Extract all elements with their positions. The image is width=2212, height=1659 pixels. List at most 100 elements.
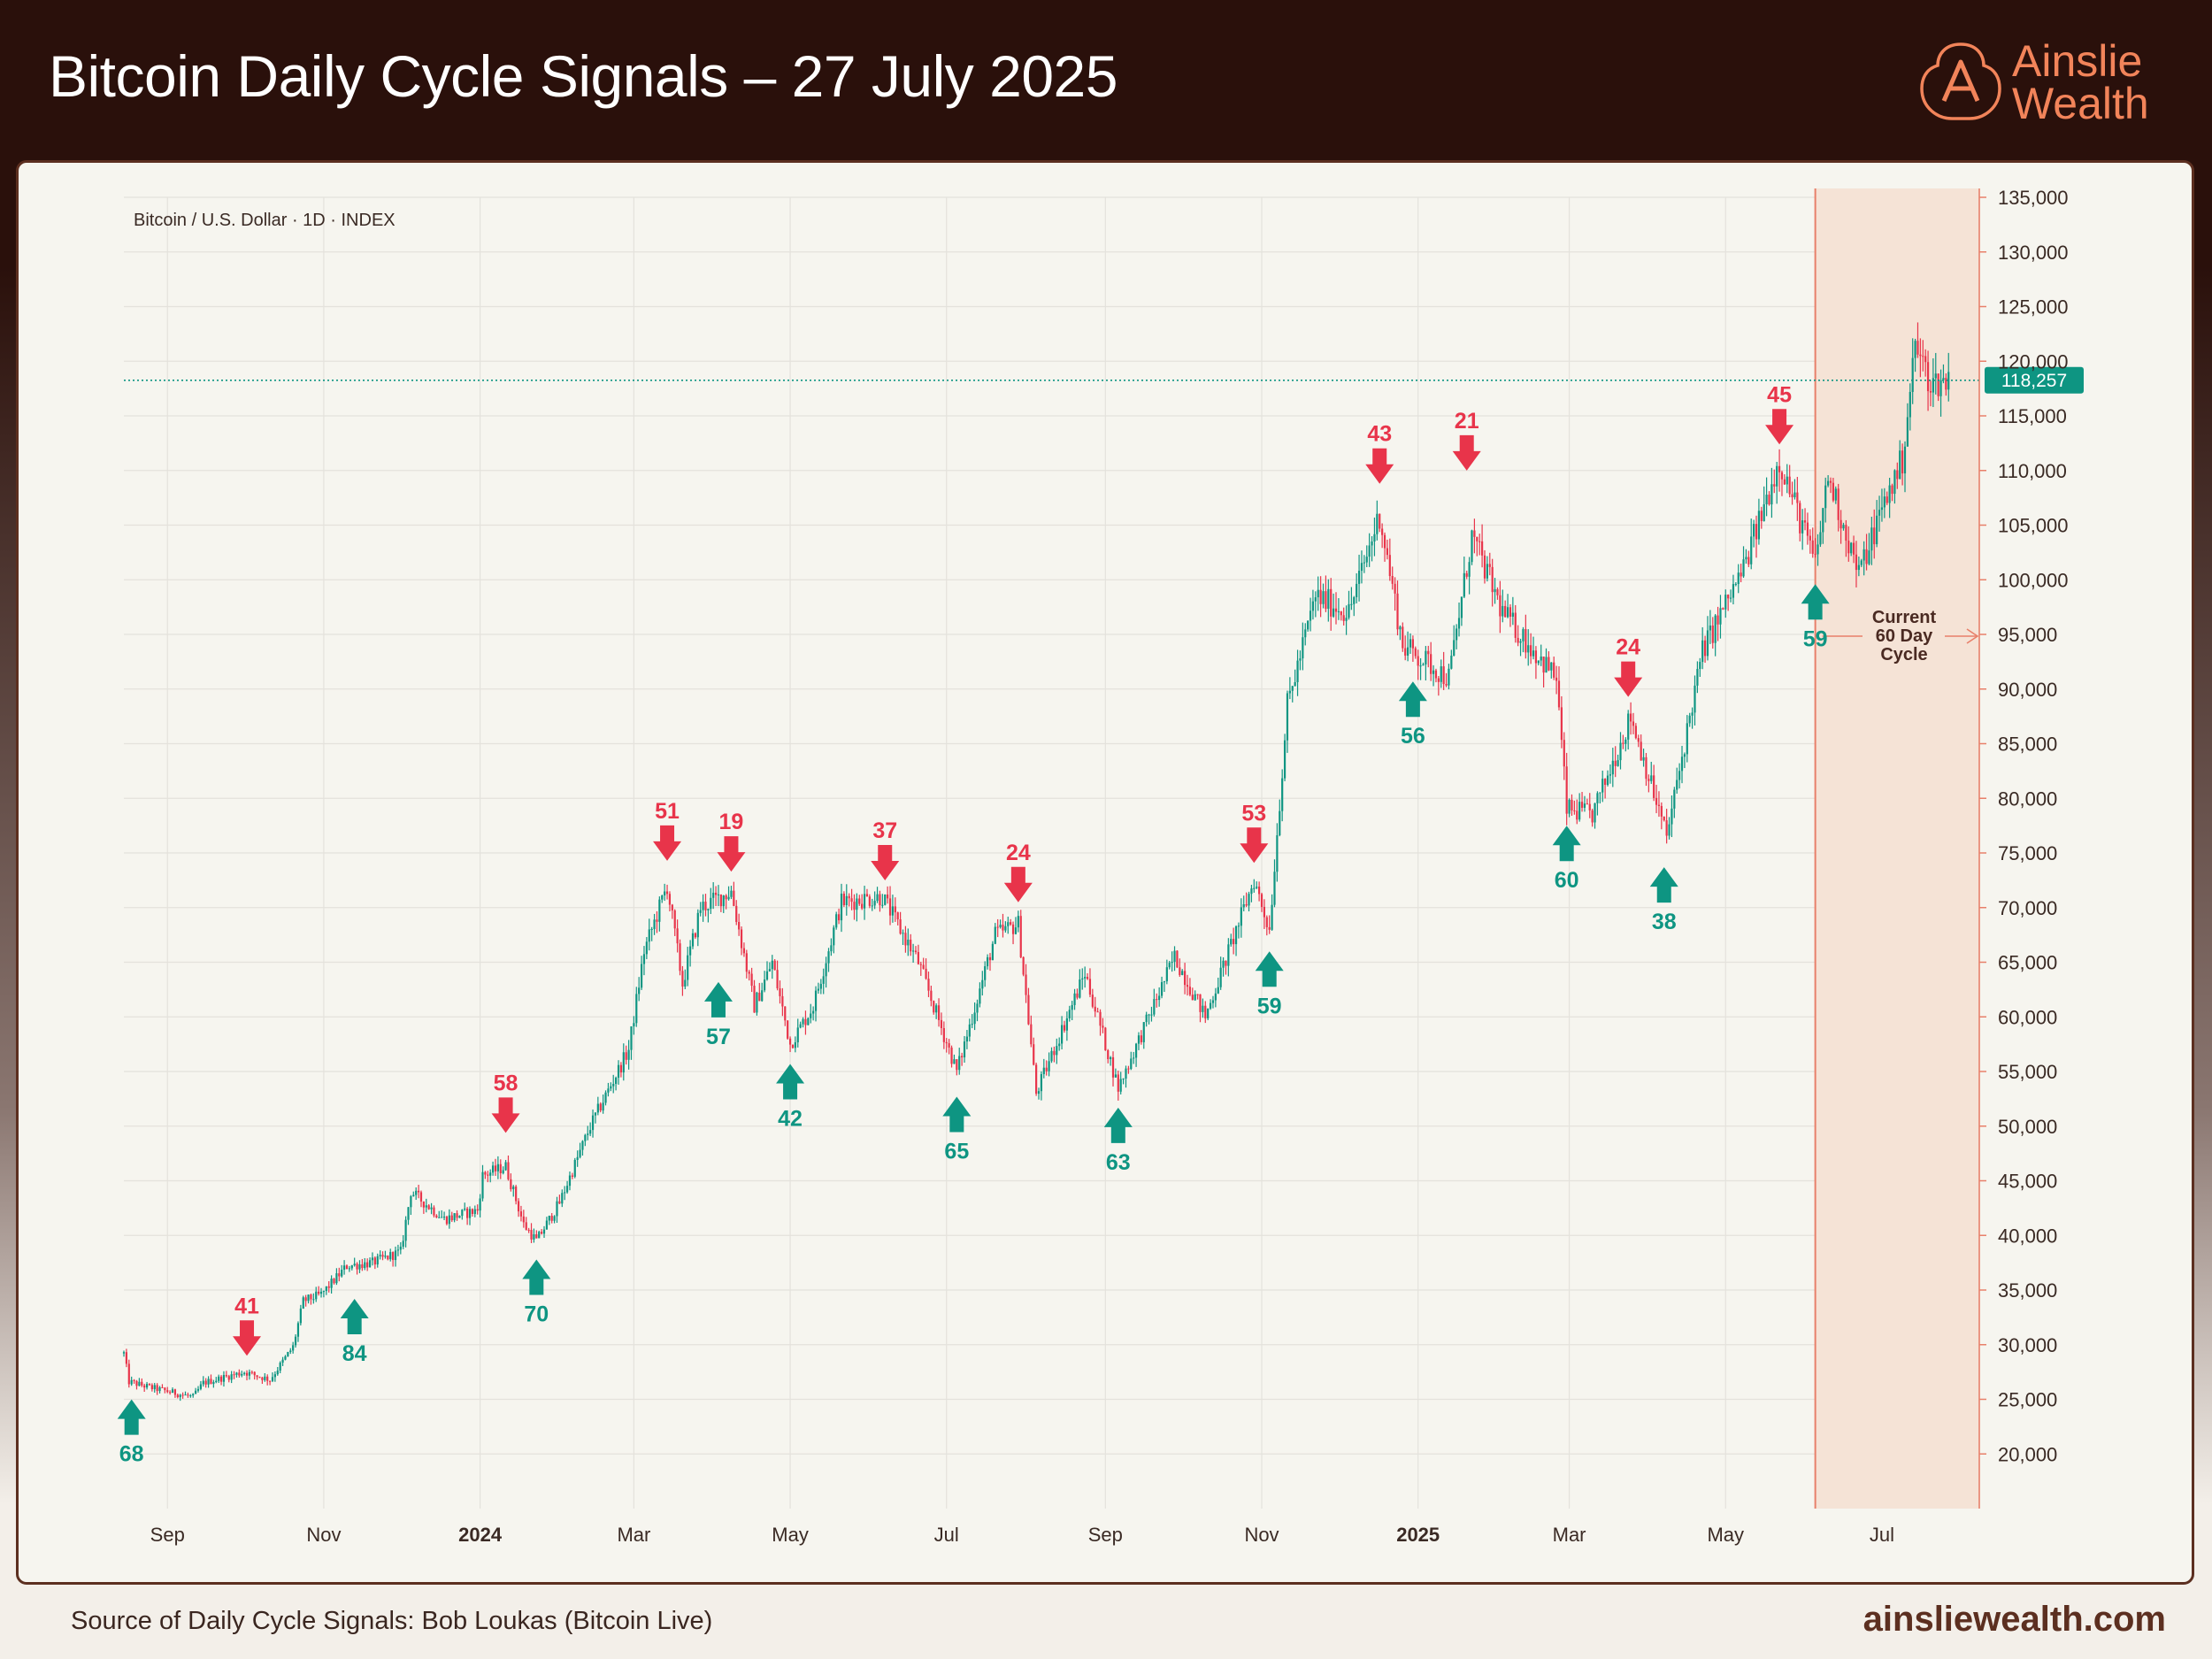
candle-body [496, 1164, 499, 1171]
candle-body [1268, 926, 1271, 930]
candle-body [612, 1083, 615, 1087]
candle-body [1165, 967, 1168, 982]
candle-body [1653, 775, 1655, 798]
candle-body [573, 1159, 576, 1177]
candle-body [1525, 629, 1527, 653]
up-arrow-icon [703, 981, 733, 1018]
candle-body [1010, 922, 1012, 925]
y-tick-label: 90,000 [1998, 679, 2057, 701]
candle-body [1068, 1010, 1071, 1018]
candle-body [1557, 680, 1561, 708]
candle-body [538, 1232, 541, 1239]
candle-body [1107, 1050, 1110, 1060]
brand-logo[interactable]: Ainslie Wealth [1918, 35, 2184, 128]
candle-body [148, 1384, 151, 1386]
up-arrow-icon [942, 1096, 972, 1133]
candle-body [399, 1246, 402, 1250]
cycle-low-signal: 42 [776, 1064, 805, 1131]
candle-body [1668, 824, 1671, 836]
candle-body [837, 914, 841, 921]
candle-body [535, 1234, 538, 1239]
candle-body [579, 1149, 581, 1157]
candle-body [1814, 553, 1816, 555]
candle-body [1839, 519, 1842, 529]
candle-body [710, 897, 712, 910]
candle-body [733, 890, 735, 906]
down-arrow-icon [1240, 827, 1269, 864]
candle-body [1333, 608, 1335, 617]
x-tick-label: Nov [306, 1524, 341, 1546]
candle-body [619, 1064, 623, 1073]
down-arrow-icon [1765, 409, 1794, 445]
candle-body [1873, 527, 1876, 545]
candle-body [1816, 544, 1819, 555]
signal-low-label: 56 [1401, 724, 1425, 749]
candle-body [489, 1172, 492, 1176]
candle-body [1934, 373, 1937, 379]
candle-body [466, 1208, 469, 1218]
candle-body [888, 898, 892, 916]
candle-body [1573, 810, 1576, 811]
candle-body [1176, 950, 1179, 968]
down-arrow-icon [1452, 434, 1481, 471]
candle-body [561, 1193, 564, 1204]
candle-body [1717, 615, 1719, 625]
down-arrow-icon [491, 1097, 520, 1133]
y-tick-label: 20,000 [1998, 1443, 2057, 1465]
candle-body [1829, 480, 1832, 483]
candle-body [1440, 666, 1442, 682]
candle-body [1753, 524, 1755, 537]
candle-body [576, 1156, 579, 1160]
candle-body [807, 1018, 810, 1025]
candle-body [294, 1336, 297, 1346]
candle-body [356, 1263, 358, 1270]
candle-body [691, 933, 695, 947]
candle-body [891, 906, 895, 916]
footer-website-link[interactable]: ainsliewealth.com [1863, 1600, 2166, 1639]
up-arrow-icon [1255, 951, 1284, 987]
candle-body [1517, 637, 1519, 643]
candle-body [607, 1088, 610, 1093]
y-tick-label: 65,000 [1998, 952, 2057, 974]
candle-body [1504, 605, 1507, 618]
candle-body [281, 1359, 284, 1363]
candle-body [1025, 974, 1027, 995]
candle-body [479, 1198, 481, 1211]
candle-body [1606, 775, 1609, 786]
candle-body [1234, 926, 1238, 945]
candle-body [1407, 647, 1409, 656]
candle-body [712, 892, 715, 898]
signal-high-label: 37 [872, 818, 897, 843]
candle-body [512, 1187, 515, 1190]
candle-body [673, 910, 676, 929]
candle-body [635, 994, 638, 1024]
candle-body [1327, 588, 1330, 610]
down-arrow-icon [1003, 866, 1033, 902]
candle-body [125, 1352, 127, 1364]
candle-body [1288, 690, 1291, 694]
y-tick-label: 55,000 [1998, 1061, 2057, 1083]
candle-body [1427, 650, 1430, 655]
cycle-high-signal: 37 [871, 818, 900, 881]
candle-body [1724, 595, 1727, 610]
x-tick-label: May [772, 1524, 809, 1546]
candle-body [942, 1027, 945, 1042]
candle-body [1563, 740, 1565, 767]
candle-body [410, 1196, 412, 1208]
candle-body [258, 1377, 261, 1379]
candle-body [1901, 450, 1904, 474]
current-price-line: 118,257 [124, 366, 2084, 394]
up-arrow-icon [1801, 584, 1830, 620]
candle-body [1824, 485, 1827, 509]
candle-body [530, 1230, 533, 1240]
candle-body [248, 1371, 251, 1376]
candle-body [491, 1165, 495, 1173]
y-tick-label: 120,000 [1998, 350, 2069, 373]
candle-body [1307, 620, 1310, 630]
candle-body [1793, 492, 1796, 497]
candle-body [484, 1171, 487, 1175]
candle-body [907, 939, 910, 946]
candle-body [630, 1026, 633, 1050]
candle-body [130, 1379, 133, 1385]
y-tick-label: 60,000 [1998, 1006, 2057, 1028]
